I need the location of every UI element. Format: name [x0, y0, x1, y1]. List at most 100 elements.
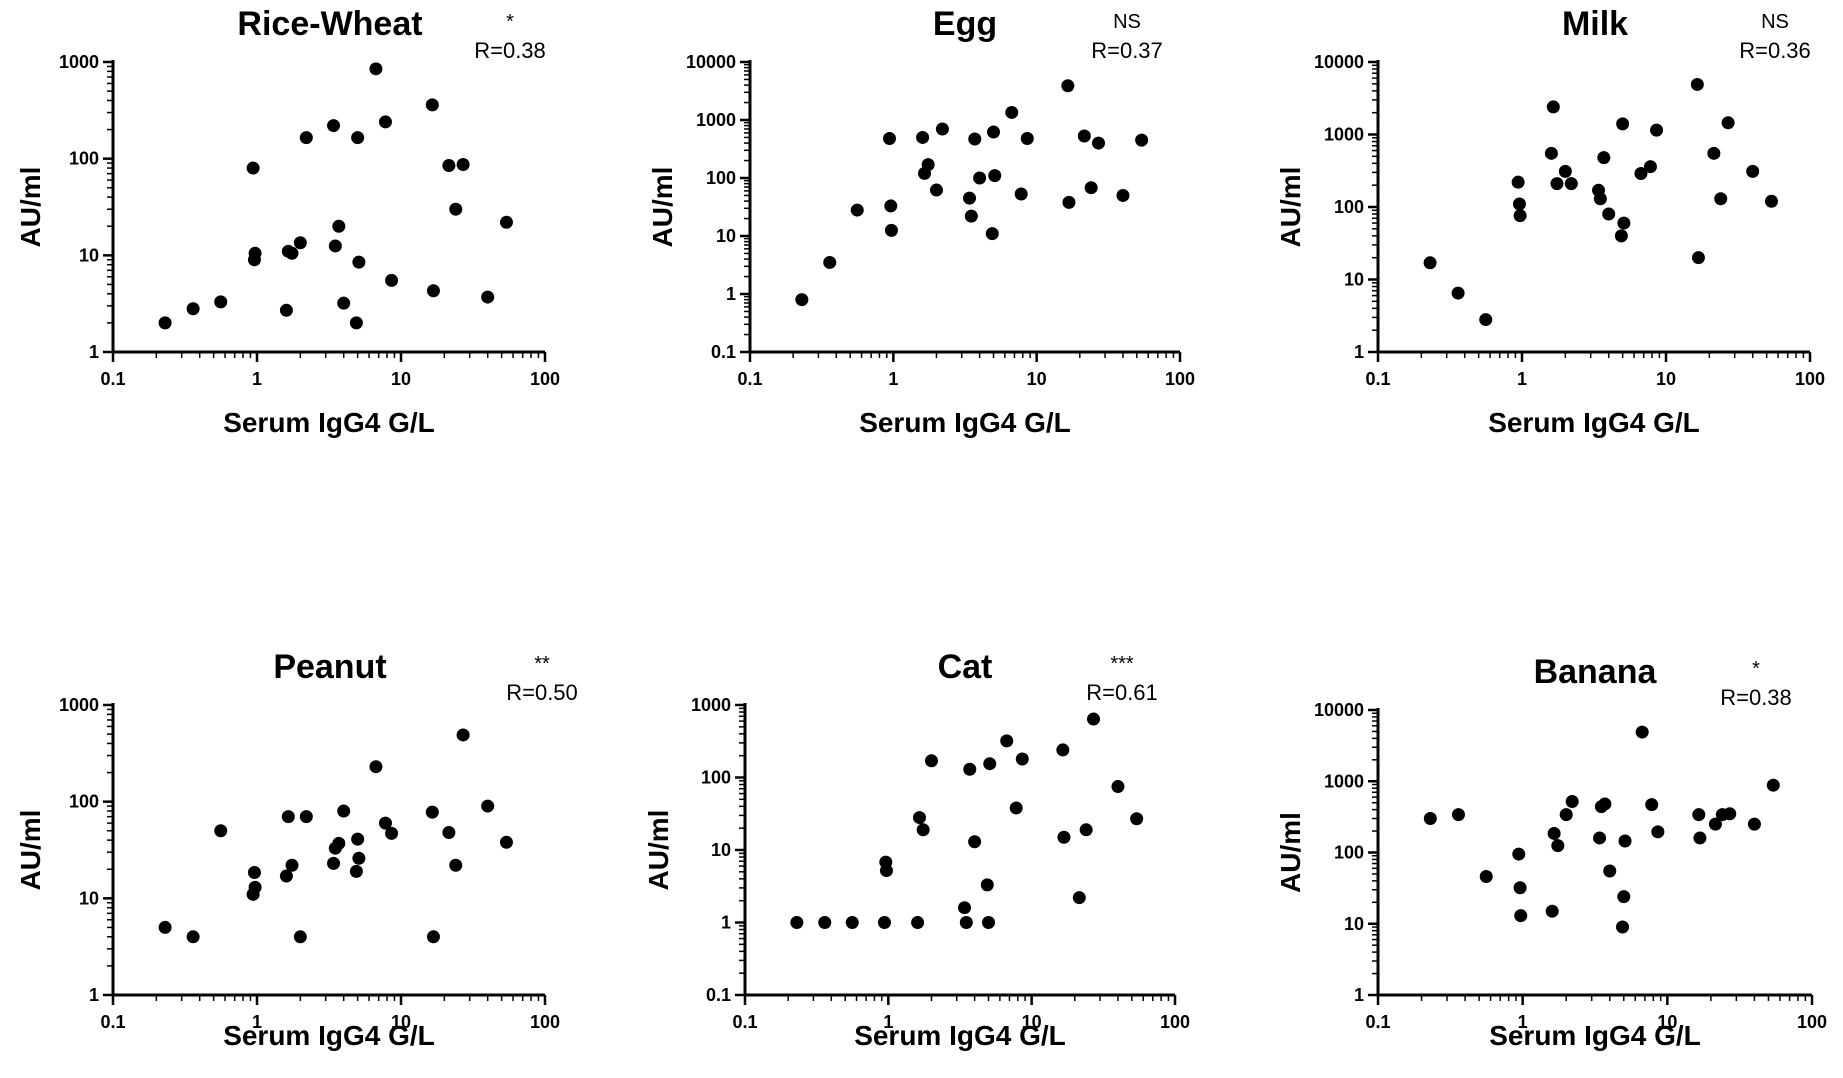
- x-axis-label: Serum IgG4 G/L: [1488, 407, 1700, 438]
- x-tick-label: 10: [1027, 369, 1047, 389]
- x-tick-label: 0.1: [100, 1012, 125, 1032]
- data-point: [884, 199, 898, 213]
- data-point: [1479, 870, 1493, 884]
- x-tick-label: 100: [1165, 369, 1195, 389]
- y-tick-label: 1000: [59, 695, 99, 715]
- data-point: [456, 728, 470, 742]
- data-point: [1111, 780, 1125, 794]
- chart-title: Rice-Wheat: [237, 5, 422, 43]
- y-tick-label: 1: [89, 985, 99, 1005]
- data-point: [246, 161, 260, 175]
- data-point: [351, 832, 365, 846]
- x-axis-label: Serum IgG4 G/L: [223, 1020, 435, 1051]
- data-point: [1086, 712, 1100, 726]
- x-tick-label: 0.1: [1365, 1012, 1390, 1032]
- x-axis-label: Serum IgG4 G/L: [223, 407, 435, 438]
- data-point: [449, 202, 463, 216]
- x-tick-label: 100: [530, 369, 560, 389]
- data-point: [1692, 808, 1706, 822]
- data-point: [1514, 909, 1528, 923]
- data-point: [1091, 136, 1105, 150]
- correlation-label: R=0.61: [1086, 680, 1158, 705]
- data-point: [968, 835, 982, 849]
- panel-cat: Cat *** R=0.61 0.1 1 10 100 0.1 1 10 100 1000 Serum …: [643, 648, 1190, 1051]
- data-point: [1545, 904, 1559, 918]
- y-tick-label: 1: [89, 342, 99, 362]
- data-point: [1617, 890, 1631, 904]
- data-point: [369, 760, 383, 774]
- data-point: [1135, 133, 1149, 147]
- data-point: [247, 866, 261, 880]
- data-point: [425, 98, 439, 112]
- data-point: [1602, 207, 1616, 221]
- data-point: [426, 284, 440, 298]
- y-tick-label: 10: [1344, 270, 1364, 290]
- data-point: [1547, 826, 1561, 840]
- data-point: [1558, 164, 1572, 178]
- x-tick-label: 1: [1517, 369, 1527, 389]
- data-point: [985, 227, 999, 241]
- x-axis-label: Serum IgG4 G/L: [859, 407, 1071, 438]
- data-point: [349, 864, 363, 878]
- data-point: [795, 293, 809, 307]
- y-axis-label: AU/ml: [1275, 167, 1306, 248]
- data-point: [1597, 151, 1611, 165]
- data-point: [1618, 834, 1632, 848]
- data-point: [1747, 817, 1761, 831]
- data-point: [378, 115, 392, 129]
- data-point: [1616, 117, 1630, 131]
- x-tick-label: 0.1: [737, 369, 762, 389]
- data-point: [850, 203, 864, 217]
- data-point: [973, 171, 987, 185]
- data-point: [877, 916, 891, 929]
- y-tick-label: 100: [706, 168, 736, 188]
- data-point: [924, 754, 938, 768]
- data-point: [1015, 752, 1029, 766]
- panel-egg: Egg NS R=0.37 0.1 1 10 100 0.1 1 10 100 1000 10000 Se…: [647, 5, 1195, 438]
- y-tick-label: 10: [1344, 914, 1364, 934]
- data-point: [281, 810, 295, 824]
- correlation-label: R=0.38: [1720, 685, 1792, 710]
- data-point: [1451, 808, 1465, 822]
- y-tick-label: 1000: [691, 695, 731, 715]
- data-point: [1635, 725, 1649, 739]
- data-point: [1512, 197, 1526, 211]
- data-point: [1645, 798, 1659, 812]
- y-tick-label: 10: [716, 226, 736, 246]
- data-point: [1513, 881, 1527, 895]
- data-point: [1511, 175, 1525, 189]
- panel-rice-wheat: Rice-Wheat *R=0.380.1 1 10 1001101001000Seru…: [15, 5, 560, 438]
- y-tick-label: 100: [701, 768, 731, 788]
- data-point: [790, 916, 804, 929]
- data-point: [442, 158, 456, 172]
- data-point: [1084, 181, 1098, 195]
- data-point: [823, 255, 837, 269]
- y-axis-label: AU/ml: [647, 167, 678, 248]
- x-tick-label: 1: [252, 369, 262, 389]
- data-point: [1650, 123, 1664, 137]
- data-point: [186, 302, 200, 316]
- data-point: [1130, 812, 1144, 826]
- data-point: [1451, 286, 1465, 300]
- x-tick-label: 1: [1518, 1012, 1528, 1032]
- data-point: [1550, 177, 1564, 191]
- x-tick-label: 10: [391, 1012, 411, 1032]
- data-point: [1617, 216, 1631, 230]
- data-point: [879, 864, 893, 878]
- y-axis-label: AU/ml: [15, 167, 46, 248]
- data-point: [1643, 160, 1657, 174]
- data-point: [332, 836, 346, 850]
- data-point: [1634, 166, 1648, 180]
- y-tick-label: 10000: [1314, 700, 1364, 720]
- y-tick-label: 1000: [1324, 125, 1364, 145]
- y-axis-label: AU/ml: [15, 810, 46, 891]
- y-tick-label: 100: [69, 792, 99, 812]
- data-point: [158, 316, 172, 330]
- y-tick-label: 0.1: [706, 985, 731, 1005]
- data-point: [1513, 209, 1527, 223]
- data-point: [337, 804, 351, 818]
- x-axis-label: Serum IgG4 G/L: [1489, 1020, 1701, 1051]
- x-tick-label: 1: [883, 1012, 893, 1032]
- data-point: [456, 158, 470, 172]
- data-point: [1564, 177, 1578, 191]
